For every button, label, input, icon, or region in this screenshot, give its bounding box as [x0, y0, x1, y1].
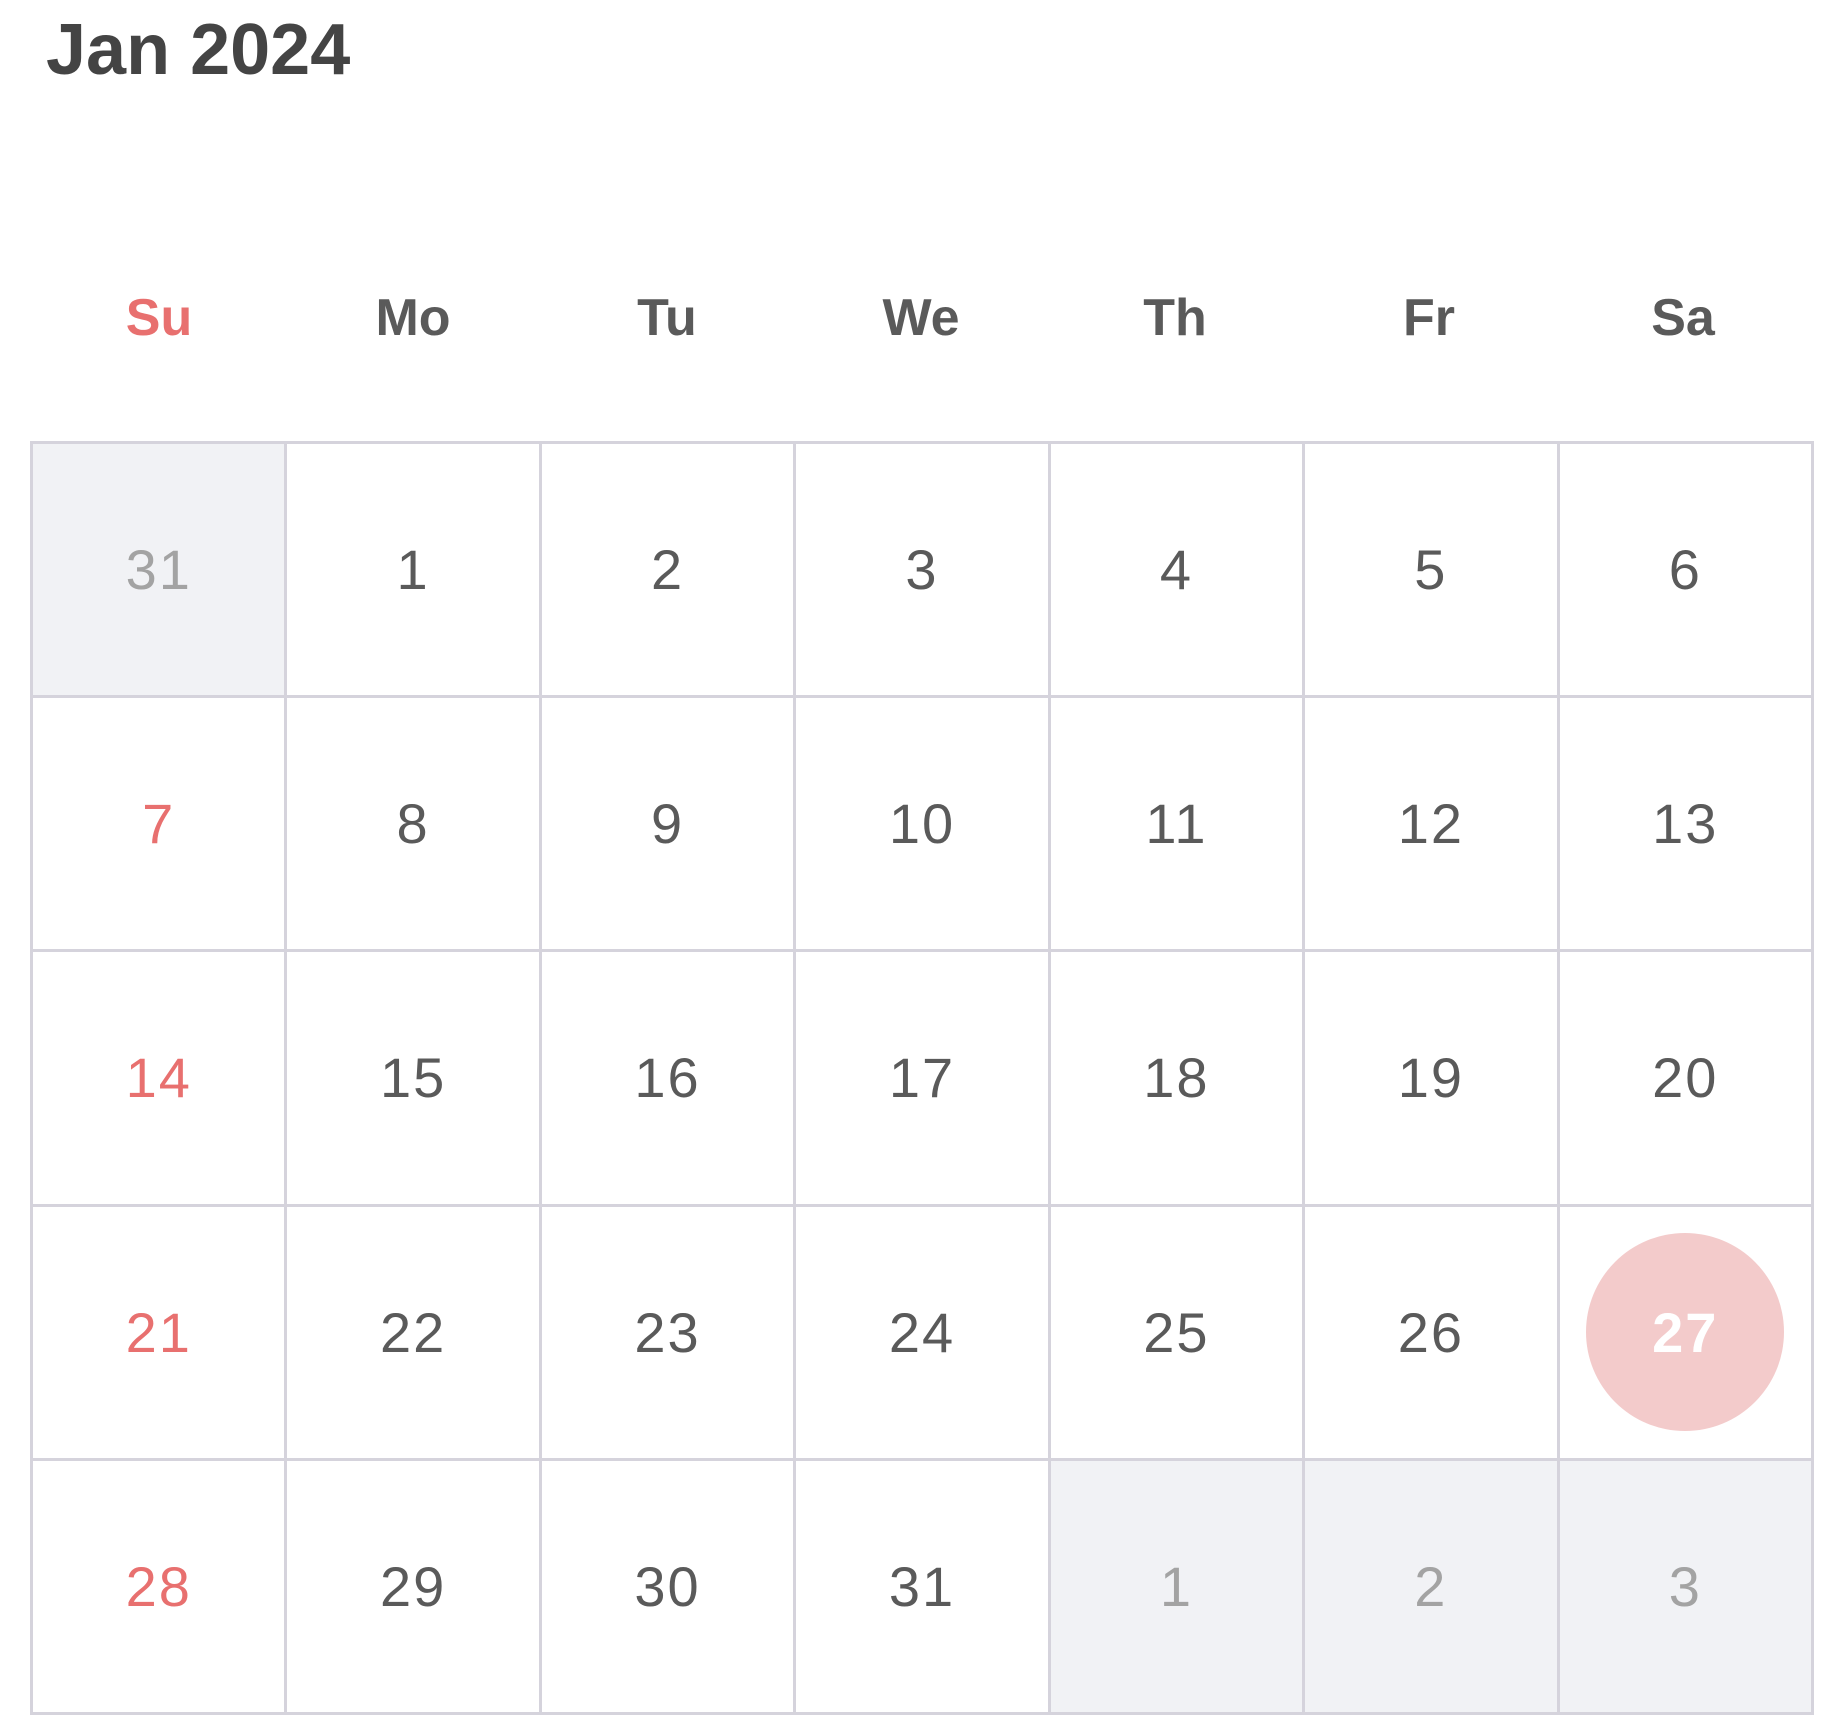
day-number: 20 [1652, 1046, 1719, 1110]
day-number: 9 [650, 792, 685, 856]
calendar-day[interactable]: 28 [33, 1460, 288, 1715]
calendar-day[interactable]: 15 [287, 952, 542, 1207]
day-number: 6 [1668, 538, 1702, 602]
day-number: 23 [634, 1300, 701, 1364]
day-number: 10 [888, 792, 956, 856]
day-number: 4 [1159, 538, 1193, 602]
day-number: 26 [1397, 1300, 1464, 1364]
day-number: 25 [1143, 1300, 1210, 1364]
weekday-friday: Fr [1403, 289, 1455, 347]
day-number: 15 [379, 1046, 447, 1110]
calendar-day[interactable]: 4 [1050, 444, 1306, 699]
day-number: 8 [396, 792, 430, 856]
day-number: 31 [888, 1554, 956, 1618]
selected-day-number: 27 [1652, 1300, 1719, 1364]
day-number: 29 [379, 1554, 447, 1618]
day-number: 22 [379, 1300, 447, 1364]
calendar-day[interactable]: 31 [796, 1460, 1051, 1715]
calendar-day[interactable]: 13 [1559, 698, 1814, 953]
weekday-header-row: Su Mo Tu We Th Fr Sa [32, 270, 1810, 366]
day-number: 3 [905, 538, 939, 602]
day-number: 2 [1414, 1554, 1448, 1618]
calendar-day[interactable]: 7 [33, 698, 288, 953]
calendar-day[interactable]: 23 [541, 1206, 797, 1461]
calendar-day[interactable]: 2 [541, 444, 797, 699]
day-number: 14 [125, 1046, 192, 1110]
calendar-day[interactable]: 16 [541, 952, 797, 1207]
day-number: 7 [142, 792, 176, 856]
weekday-sunday: Su [125, 289, 193, 347]
weekday-tuesday: Tu [637, 289, 697, 347]
calendar-day[interactable]: 6 [1559, 444, 1814, 699]
day-number: 2 [650, 538, 685, 602]
day-number: 21 [125, 1300, 192, 1364]
day-number: 12 [1397, 792, 1464, 856]
calendar-day[interactable]: 30 [541, 1460, 797, 1715]
day-number: 19 [1397, 1046, 1464, 1110]
calendar-day[interactable]: 1 [287, 444, 542, 699]
day-number: 28 [125, 1554, 192, 1618]
calendar-day[interactable]: 11 [1050, 698, 1306, 953]
day-number: 31 [125, 538, 192, 602]
calendar-day[interactable]: 8 [287, 698, 542, 953]
day-number: 16 [634, 1046, 701, 1110]
day-number: 13 [1652, 792, 1719, 856]
calendar-grid: 31 1 2 3 4 5 6 7 8 9 10 11 12 13 14 15 16 17 18 19 20 21 22 23 2… [30, 441, 1814, 1715]
day-number: 3 [1668, 1554, 1702, 1618]
calendar-day[interactable]: 3 [796, 444, 1051, 699]
calendar-day-outside-month[interactable]: 1 [1050, 1460, 1306, 1715]
day-number: 30 [634, 1554, 701, 1618]
calendar-day-outside-month[interactable]: 2 [1305, 1460, 1560, 1715]
day-number: 1 [1159, 1554, 1193, 1618]
calendar-day[interactable]: 10 [796, 698, 1051, 953]
calendar-day[interactable]: 12 [1305, 698, 1560, 953]
calendar-day[interactable]: 14 [33, 952, 288, 1207]
calendar-day[interactable]: 19 [1305, 952, 1560, 1207]
day-number: 11 [1145, 792, 1208, 856]
day-number: 18 [1143, 1046, 1210, 1110]
weekday-monday: Mo [375, 289, 451, 347]
calendar-day[interactable]: 26 [1305, 1206, 1560, 1461]
weekday-thursday: Th [1143, 289, 1207, 347]
calendar-day[interactable]: 25 [1050, 1206, 1306, 1461]
calendar-day[interactable]: 5 [1305, 444, 1560, 699]
calendar-day[interactable]: 27 [1559, 1206, 1814, 1461]
calendar-day-outside-month[interactable]: 3 [1559, 1460, 1814, 1715]
day-number: 17 [888, 1046, 956, 1110]
calendar-day[interactable]: 22 [287, 1206, 542, 1461]
calendar-day[interactable]: 17 [796, 952, 1051, 1207]
weekday-wednesday: We [882, 289, 960, 347]
calendar-day-outside-month[interactable]: 31 [33, 444, 288, 699]
calendar-day[interactable]: 18 [1050, 952, 1306, 1207]
day-number: 1 [396, 538, 430, 602]
day-number: 5 [1414, 538, 1448, 602]
calendar-day[interactable]: 20 [1559, 952, 1814, 1207]
weekday-saturday: Sa [1651, 289, 1715, 347]
month-title: Jan 2024 [46, 10, 351, 90]
calendar-day[interactable]: 9 [541, 698, 797, 953]
calendar-day[interactable]: 29 [287, 1460, 542, 1715]
selected-day-highlight [1586, 1233, 1785, 1432]
calendar-day[interactable]: 21 [33, 1206, 288, 1461]
calendar-day[interactable]: 24 [796, 1206, 1051, 1461]
day-number: 24 [888, 1300, 956, 1364]
